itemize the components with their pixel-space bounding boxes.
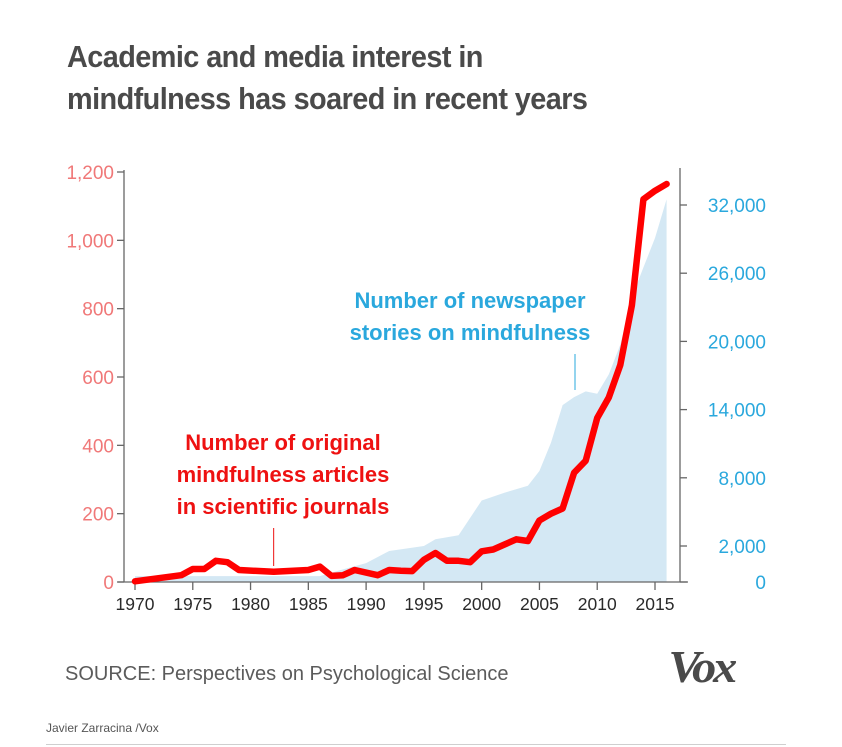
x-axis-tick-label: 1980 — [231, 594, 270, 614]
x-axis-tick-label: 2000 — [462, 594, 501, 614]
x-axis-tick-label: 1975 — [173, 594, 212, 614]
right-axis-tick-label: 8,000 — [718, 469, 766, 490]
articles-annotation-line: Number of original — [185, 430, 381, 455]
x-axis-tick-label: 2010 — [578, 594, 617, 614]
newspaper-area-layer — [135, 199, 667, 583]
chart-title-line-2: mindfulness has soared in recent years — [67, 81, 588, 116]
right-axis-tick-label: 2,000 — [718, 537, 766, 558]
left-axis-tick-label: 1,000 — [66, 231, 114, 252]
newspaper-annotation-line: stories on mindfulness — [350, 320, 591, 345]
left-axis-tick-label: 0 — [103, 573, 114, 594]
right-axis-tick-label: 14,000 — [708, 401, 766, 422]
right-axis-tick-label: 20,000 — [708, 332, 766, 353]
left-axis-tick-label: 400 — [82, 436, 114, 457]
chart-title: Academic and media interest in mindfulne… — [67, 36, 718, 120]
x-axis-tick-label: 1995 — [404, 594, 443, 614]
articles-line — [131, 180, 670, 585]
left-axis-tick-label: 600 — [82, 368, 114, 389]
x-axis-tick-label: 2005 — [520, 594, 559, 614]
annotation-layer: Number of original mindfulness articles in… — [177, 288, 591, 566]
x-axis-tick-label: 2015 — [636, 594, 675, 614]
right-axis-tick-label: 32,000 — [708, 196, 766, 217]
chart-title-line-1: Academic and media interest in — [67, 39, 483, 74]
right-axis-tick-label: 26,000 — [708, 264, 766, 285]
left-axis-tick-label: 800 — [82, 300, 114, 321]
x-axis-tick-label: 1985 — [289, 594, 328, 614]
articles-line-layer — [131, 180, 670, 585]
axes-layer: 0 200 400 600 800 1,000 1,200 0 2,000 8,000 14,000… — [66, 163, 766, 614]
x-axis-tick-label: 1970 — [116, 594, 155, 614]
articles-annotation-line: in scientific journals — [177, 494, 390, 519]
x-axis-tick-label: 1990 — [347, 594, 386, 614]
right-axis-tick-label: 0 — [755, 573, 766, 594]
left-axis-tick-label: 200 — [82, 505, 114, 526]
newspaper-stories-area — [135, 199, 667, 583]
articles-annotation-line: mindfulness articles — [177, 462, 390, 487]
left-axis-tick-label: 1,200 — [66, 163, 114, 184]
newspaper-annotation-line: Number of newspaper — [354, 288, 585, 313]
divider — [46, 744, 786, 745]
vox-logo: Vox — [668, 641, 737, 692]
source-note: SOURCE: Perspectives on Psychological Sc… — [65, 663, 509, 685]
image-credit: Javier Zarracina /Vox — [46, 721, 159, 735]
